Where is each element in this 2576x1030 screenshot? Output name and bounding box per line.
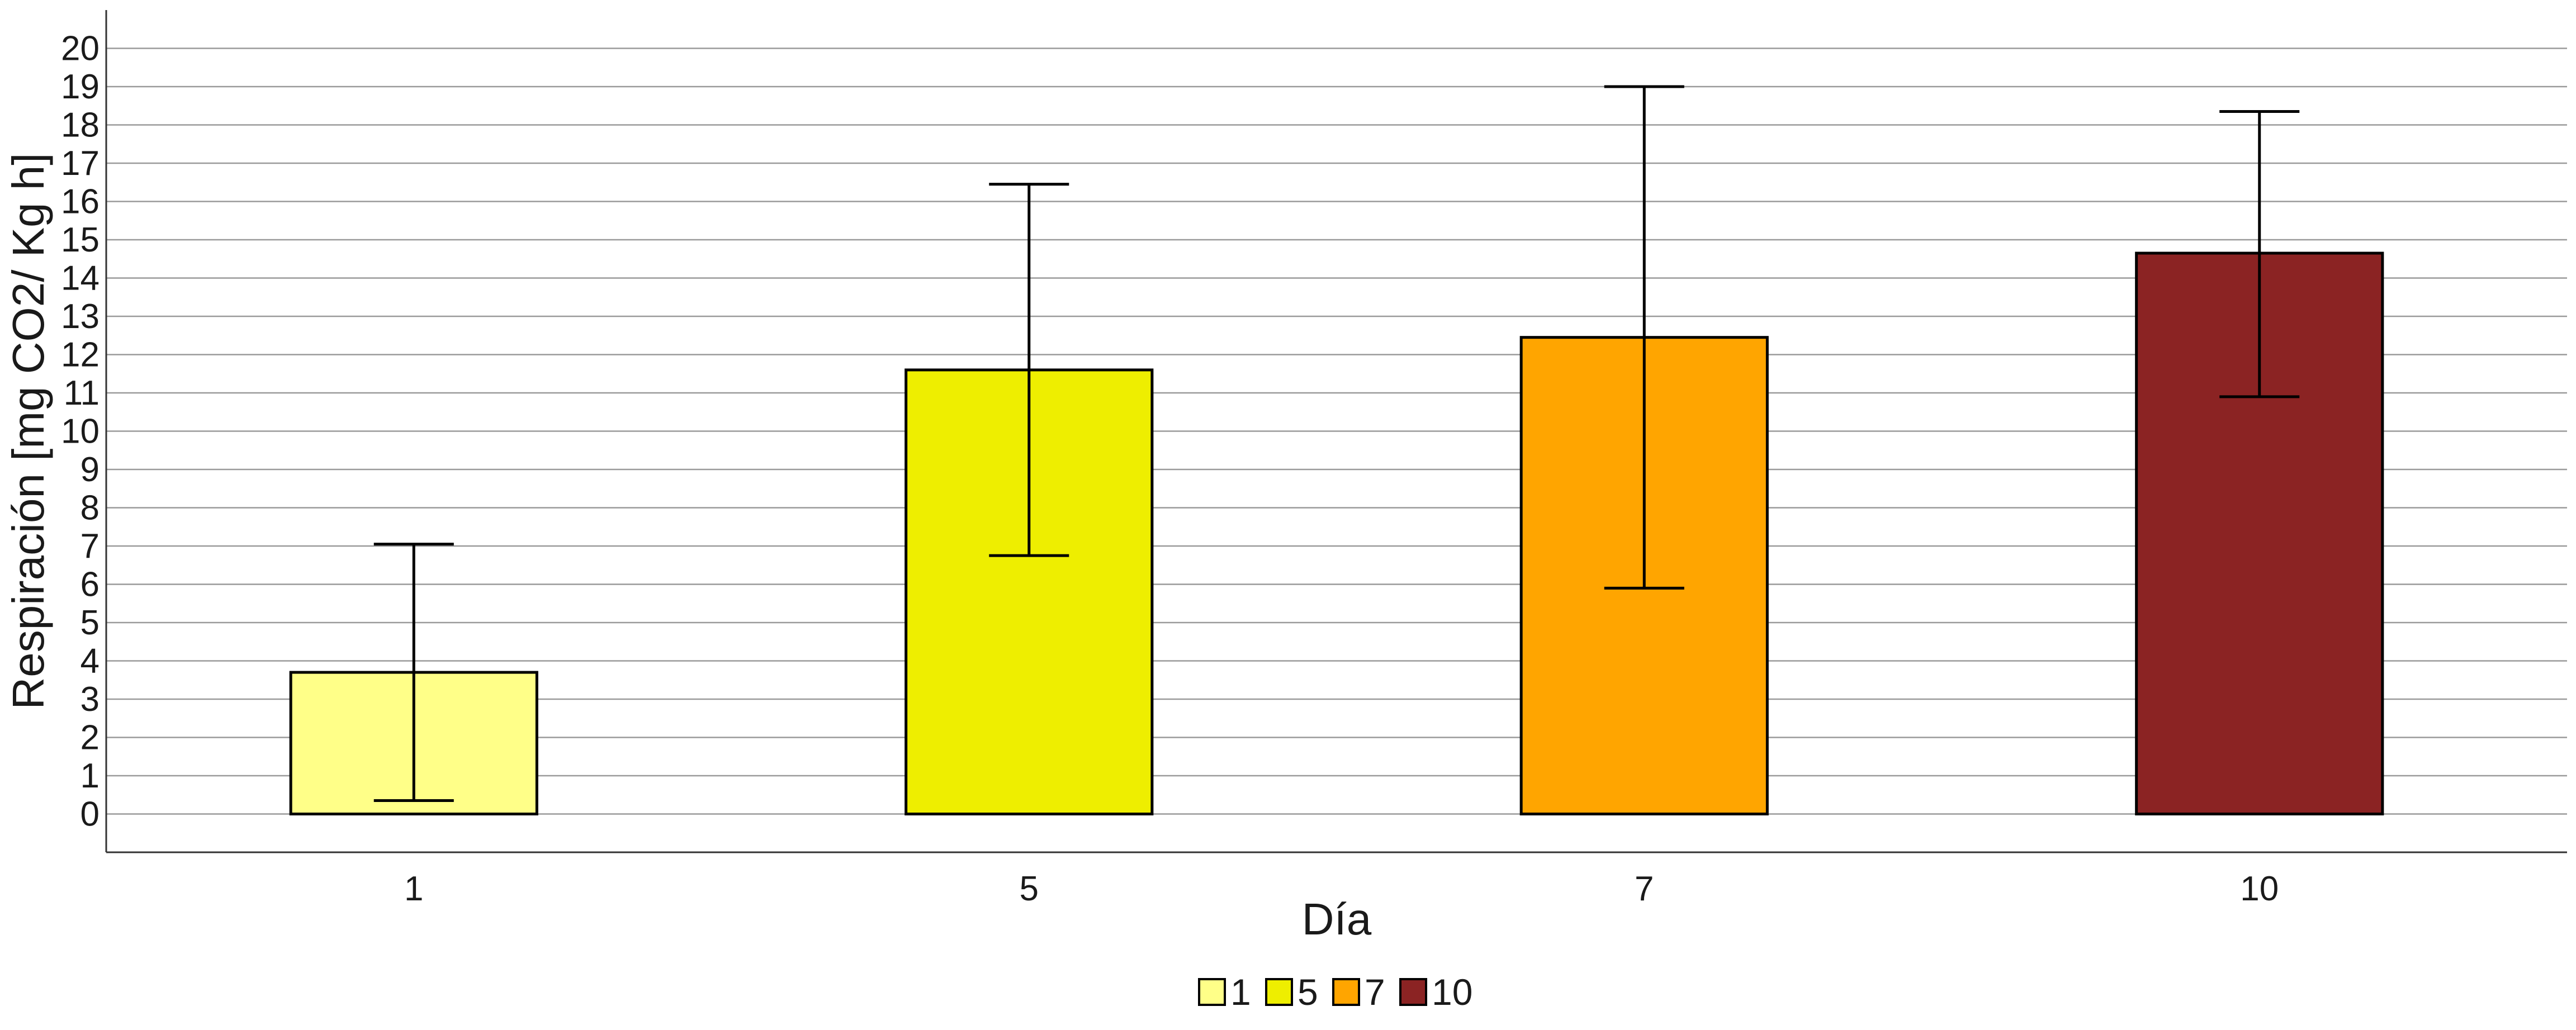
legend-swatch-7 [1332,978,1360,1006]
bars [289,251,2384,816]
y-tick-label: 1 [80,757,100,795]
legend: 1 5 7 10 [1198,971,1472,1013]
x-tick-label: 7 [1635,870,1654,908]
y-tick-label: 12 [61,336,100,374]
x-tick-labels: 1 5 7 10 [404,870,2279,908]
y-tick-label: 3 [80,680,100,719]
legend-swatch-1 [1198,978,1226,1006]
y-tick-label: 6 [80,566,100,604]
legend-label-5: 5 [1298,971,1318,1013]
y-tick-label: 20 [61,30,100,68]
legend-swatch-5 [1265,978,1293,1006]
legend-label-10: 10 [1432,971,1472,1013]
y-tick-label: 8 [80,489,100,528]
x-tick-label: 5 [1020,870,1039,908]
y-tick-label: 18 [61,106,100,145]
y-axis-title: Respiración [mg CO2/ Kg h] [3,153,53,710]
x-tick-label: 1 [404,870,423,908]
y-tick-label: 9 [80,450,100,489]
y-tick-label: 5 [80,604,100,642]
x-tick-label: 10 [2240,870,2279,908]
y-tick-label: 0 [80,795,100,834]
y-tick-label: 10 [61,412,100,451]
y-tick-label: 7 [80,527,100,566]
y-tick-label: 16 [61,183,100,221]
y-tick-label: 13 [61,297,100,336]
y-tick-label: 14 [61,259,100,298]
y-tick-label: 17 [61,144,100,183]
y-tick-label: 11 [64,374,100,412]
error-bars [373,85,2300,803]
y-tick-label: 2 [80,719,100,757]
x-axis-title: Día [1302,894,1372,944]
y-tick-label: 19 [61,68,100,106]
legend-label-1: 1 [1230,971,1251,1013]
legend-label-7: 7 [1365,971,1385,1013]
legend-swatch-10 [1399,978,1427,1006]
y-tick-label: 15 [61,221,100,259]
y-tick-label: 4 [80,642,100,681]
